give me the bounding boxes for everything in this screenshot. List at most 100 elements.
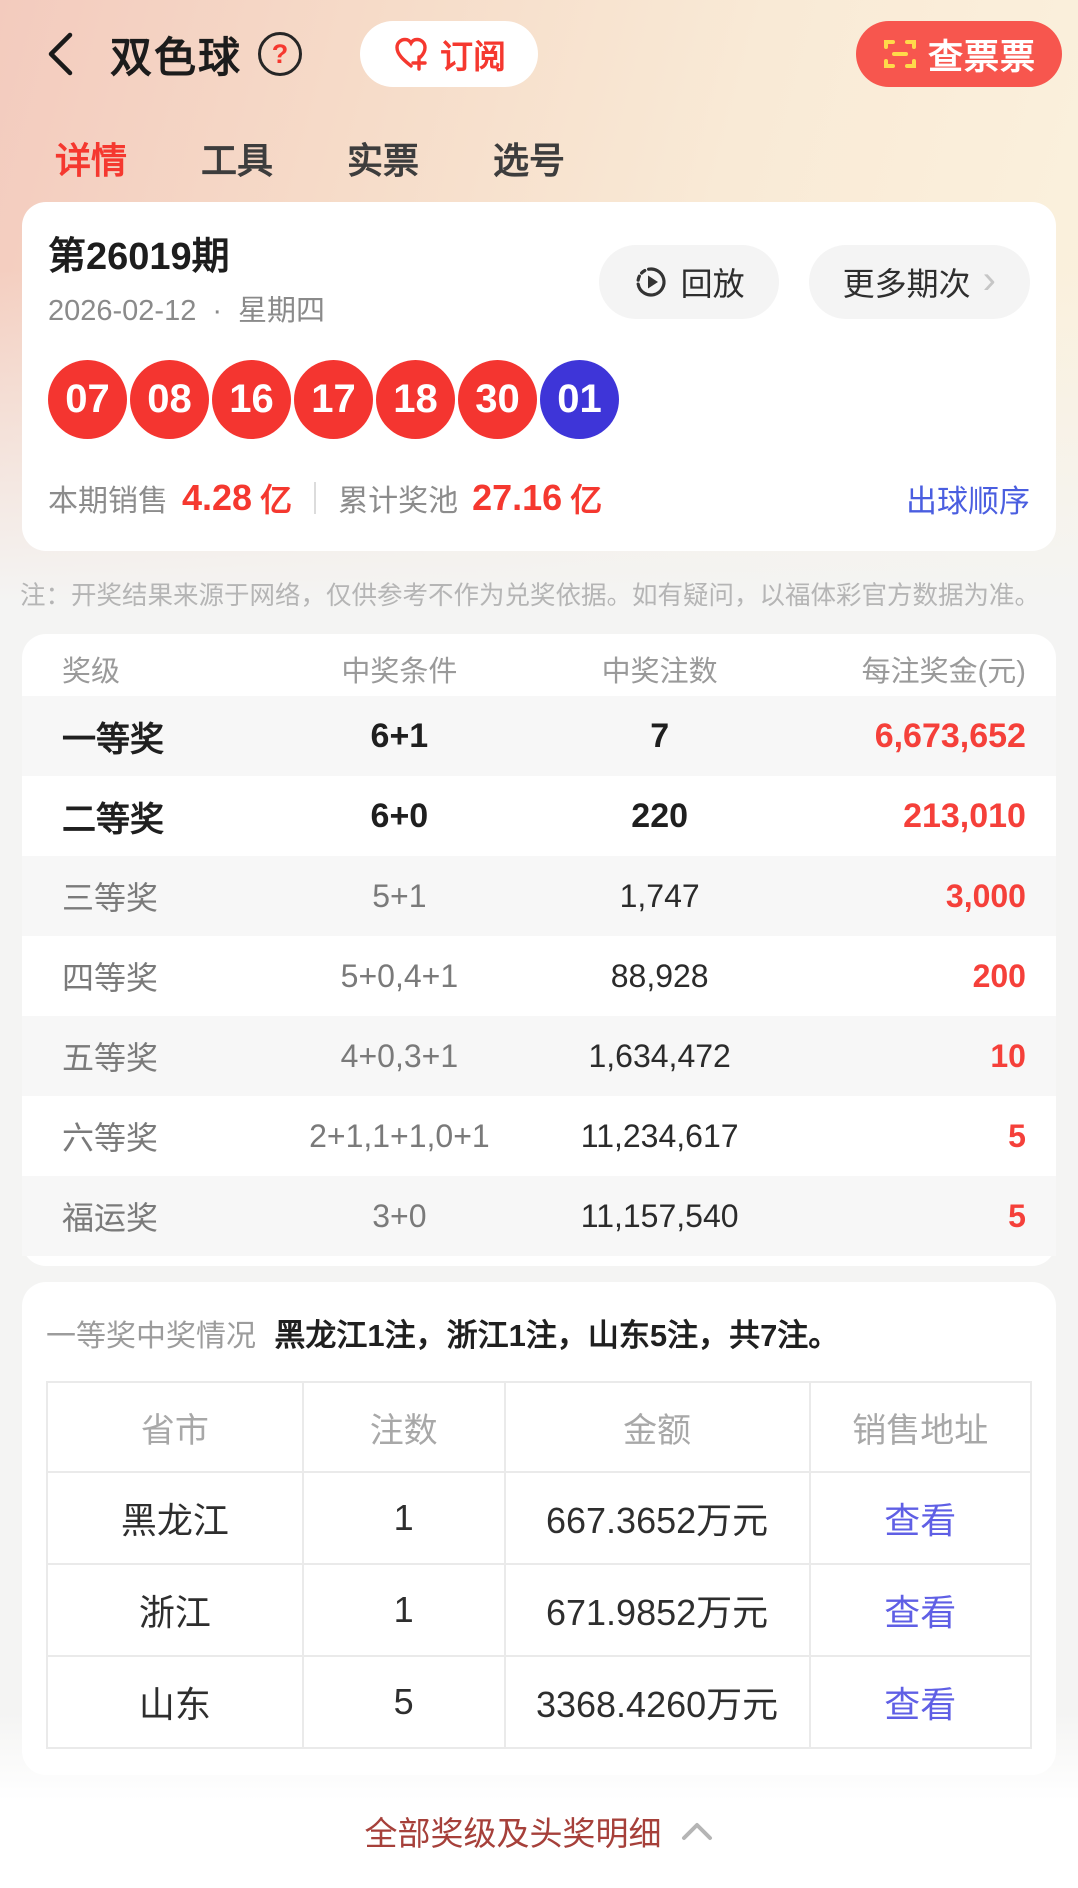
sales-value: 4.28	[182, 477, 253, 518]
heart-plus-icon	[395, 37, 427, 71]
province-amount: 671.9852万元	[505, 1565, 811, 1657]
chevron-right-icon: ›	[982, 258, 996, 302]
disclaimer-note: 注：开奖结果来源于网络，仅供参考不作为兑奖依据。如有疑问，以福体彩官方数据为准。	[20, 582, 1041, 610]
view-address-link[interactable]: 查看	[810, 1565, 1032, 1657]
red-ball: 30	[458, 360, 537, 439]
province-count: 1	[303, 1473, 506, 1565]
prize-condition: 6+1	[370, 716, 429, 755]
sales-unit: 亿	[260, 482, 293, 518]
province-name: 浙江	[48, 1565, 304, 1657]
prize-count: 1,747	[619, 877, 700, 914]
replay-icon	[636, 267, 666, 297]
replay-button[interactable]: 回放	[598, 245, 779, 319]
tab-pick-numbers[interactable]: 选号	[493, 140, 566, 181]
prize-row: 四等奖 5+0,4+1 88,928 200	[22, 936, 1056, 1016]
prize-row: 二等奖 6+0 220 213,010	[22, 776, 1056, 856]
prize-level: 四等奖	[62, 960, 159, 996]
prize-condition: 2+1,1+1,0+1	[309, 1117, 490, 1154]
red-ball: 18	[376, 360, 455, 439]
prize-row: 六等奖 2+1,1+1,0+1 11,234,617 5	[22, 1096, 1056, 1176]
draw-period: 第26019期	[48, 236, 230, 278]
pool-value: 27.16	[472, 477, 563, 518]
col-header-level: 奖级	[62, 656, 121, 688]
tab-tools[interactable]: 工具	[201, 140, 274, 181]
expand-all-prizes-label: 全部奖级及头奖明细	[364, 1815, 662, 1852]
col-header-condition: 中奖条件	[341, 656, 458, 688]
prize-condition: 6+0	[370, 796, 429, 835]
prize-level: 福运奖	[62, 1200, 159, 1236]
province-amount: 3368.4260万元	[505, 1657, 811, 1749]
check-ticket-button[interactable]: 查票票	[855, 21, 1062, 87]
address-col-header: 销售地址	[810, 1383, 1032, 1473]
province-amount: 667.3652万元	[505, 1473, 811, 1565]
prize-amount: 5	[1008, 1117, 1026, 1154]
prize-count: 11,157,540	[580, 1197, 739, 1234]
chevron-up-icon	[681, 1823, 712, 1840]
tab-real-tickets[interactable]: 实票	[347, 140, 420, 181]
col-header-prize: 每注奖金(元)	[861, 656, 1026, 688]
prize-count: 220	[631, 796, 689, 835]
top-bar: 双色球 ? 订阅 查票票	[0, 0, 1078, 92]
subscribe-button[interactable]: 订阅	[360, 21, 539, 87]
col-header-count: 中奖注数	[601, 656, 718, 688]
draw-weekday: 星期四	[238, 295, 326, 327]
prize-amount: 213,010	[903, 796, 1026, 835]
tab-details[interactable]: 详情	[55, 140, 128, 181]
prize-level: 二等奖	[62, 800, 164, 839]
expand-all-prizes[interactable]: 全部奖级及头奖明细	[0, 1803, 1078, 1859]
prize-table-header: 奖级 中奖条件 中奖注数 每注奖金(元)	[22, 642, 1056, 696]
first-prize-winners-card: 一等奖中奖情况 黑龙江1注，浙江1注，山东5注，共7注。 省市 注数 金额 销售…	[22, 1282, 1056, 1775]
prize-condition: 4+0,3+1	[340, 1037, 459, 1074]
check-ticket-label: 查票票	[927, 37, 1036, 77]
tab-bar: 详情 工具 实票 选号	[0, 92, 1078, 188]
draw-result-card: 第26019期 2026-02-12 · 星期四 回放	[22, 202, 1056, 551]
province-name: 山东	[48, 1657, 304, 1749]
province-count: 1	[303, 1565, 506, 1657]
province-name: 黑龙江	[48, 1473, 304, 1565]
prize-row: 福运奖 3+0 11,157,540 5	[22, 1176, 1056, 1256]
prize-count: 11,234,617	[580, 1117, 739, 1154]
first-prize-info: 一等奖中奖情况 黑龙江1注，浙江1注，山东5注，共7注。	[46, 1314, 1032, 1359]
ball-order-link[interactable]: 出球顺序	[906, 483, 1030, 519]
view-address-link[interactable]: 查看	[810, 1473, 1032, 1565]
prize-level: 六等奖	[62, 1120, 159, 1156]
scan-ticket-icon	[883, 40, 916, 68]
sales-row: 本期销售 4.28 亿 累计奖池 27.16 亿 出球顺序	[48, 475, 1030, 521]
red-ball: 07	[48, 360, 127, 439]
amount-col-header: 金额	[505, 1383, 811, 1473]
red-ball: 17	[294, 360, 373, 439]
prize-row: 五等奖 4+0,3+1 1,634,472 10	[22, 1016, 1056, 1096]
province-table: 省市 注数 金额 销售地址 黑龙江 1 667.3652万元 查看 浙江 1 6…	[46, 1381, 1032, 1749]
prize-condition: 3+0	[372, 1197, 427, 1234]
pool-unit: 亿	[570, 482, 603, 518]
prize-amount: 10	[990, 1037, 1026, 1074]
prize-amount: 3,000	[945, 877, 1026, 914]
prize-level: 五等奖	[62, 1040, 159, 1076]
chevron-left-icon	[48, 32, 73, 76]
prize-level: 一等奖	[62, 720, 164, 759]
red-ball: 08	[130, 360, 209, 439]
view-address-link[interactable]: 查看	[810, 1657, 1032, 1749]
back-button[interactable]	[38, 32, 82, 76]
page-title: 双色球	[110, 33, 243, 81]
prize-amount: 200	[972, 957, 1026, 994]
more-periods-label: 更多期次	[842, 266, 971, 302]
prize-level: 三等奖	[62, 880, 159, 916]
red-ball: 16	[212, 360, 291, 439]
province-count: 5	[303, 1657, 506, 1749]
replay-label: 回放	[680, 266, 745, 302]
pool-label: 累计奖池	[338, 485, 459, 518]
help-icon[interactable]: ?	[258, 32, 303, 76]
first-prize-info-summary: 黑龙江1注，浙江1注，山东5注，共7注。	[274, 1318, 840, 1353]
province-col-header: 省市	[48, 1383, 304, 1473]
subscribe-label: 订阅	[440, 38, 507, 75]
prize-amount: 6,673,652	[874, 716, 1026, 755]
draw-date-line: 2026-02-12 · 星期四	[48, 290, 325, 332]
draw-date: 2026-02-12	[48, 295, 197, 327]
more-periods-button[interactable]: 更多期次 ›	[808, 245, 1030, 319]
date-separator: ·	[212, 295, 223, 327]
prize-condition: 5+0,4+1	[340, 957, 459, 994]
blue-ball: 01	[540, 360, 619, 439]
sales-label: 本期销售	[48, 485, 168, 518]
